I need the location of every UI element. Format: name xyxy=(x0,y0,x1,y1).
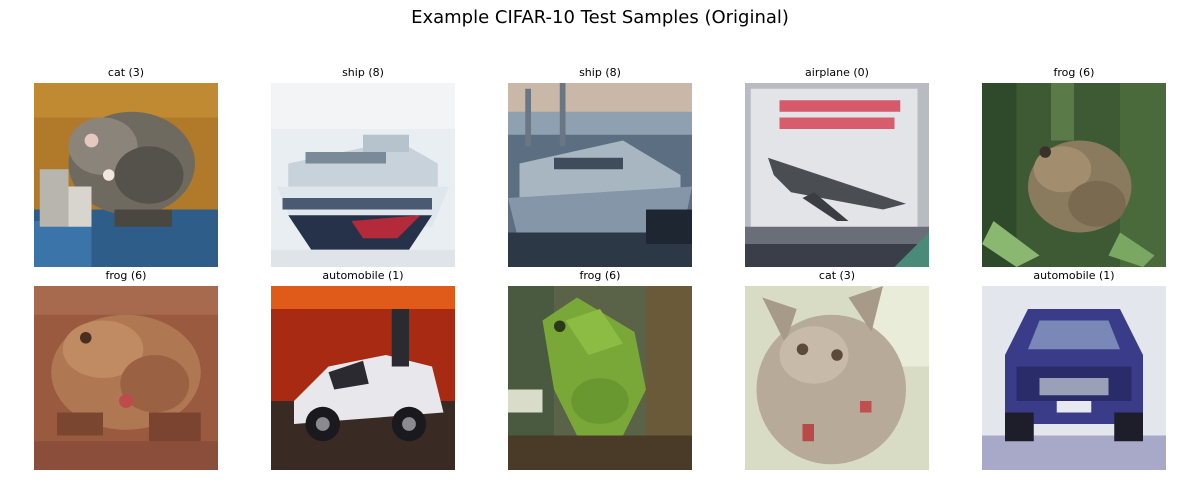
figure-title: Example CIFAR-10 Test Samples (Original) xyxy=(411,7,789,28)
sample-image-airplane xyxy=(745,83,929,267)
sample-image-frog xyxy=(982,83,1166,267)
sample-cell-10: automobile (1) xyxy=(982,269,1166,470)
sample-label: frog (6) xyxy=(579,269,621,282)
sample-label: automobile (1) xyxy=(1033,269,1115,282)
sample-cell-6: frog (6) xyxy=(34,269,218,470)
sample-cell-4: airplane (0) xyxy=(745,66,929,267)
sample-label: frog (6) xyxy=(1053,66,1095,79)
sample-image-frog xyxy=(34,286,218,470)
sample-label: ship (8) xyxy=(579,66,621,79)
sample-image-ship xyxy=(271,83,455,267)
sample-image-frog xyxy=(508,286,692,470)
sample-cell-7: automobile (1) xyxy=(271,269,455,470)
sample-label: ship (8) xyxy=(342,66,384,79)
sample-image-cat xyxy=(34,83,218,267)
sample-image-automobile xyxy=(271,286,455,470)
sample-image-ship xyxy=(508,83,692,267)
sample-label: airplane (0) xyxy=(805,66,869,79)
sample-cell-3: ship (8) xyxy=(508,66,692,267)
sample-label: automobile (1) xyxy=(322,269,404,282)
sample-image-automobile xyxy=(982,286,1166,470)
sample-image-cat xyxy=(745,286,929,470)
sample-label: cat (3) xyxy=(818,269,856,282)
sample-label: frog (6) xyxy=(105,269,147,282)
sample-cell-5: frog (6) xyxy=(982,66,1166,267)
sample-cell-1: cat (3) xyxy=(34,66,218,267)
sample-label: cat (3) xyxy=(107,66,145,79)
sample-cell-2: ship (8) xyxy=(271,66,455,267)
sample-cell-9: cat (3) xyxy=(745,269,929,470)
sample-cell-8: frog (6) xyxy=(508,269,692,470)
